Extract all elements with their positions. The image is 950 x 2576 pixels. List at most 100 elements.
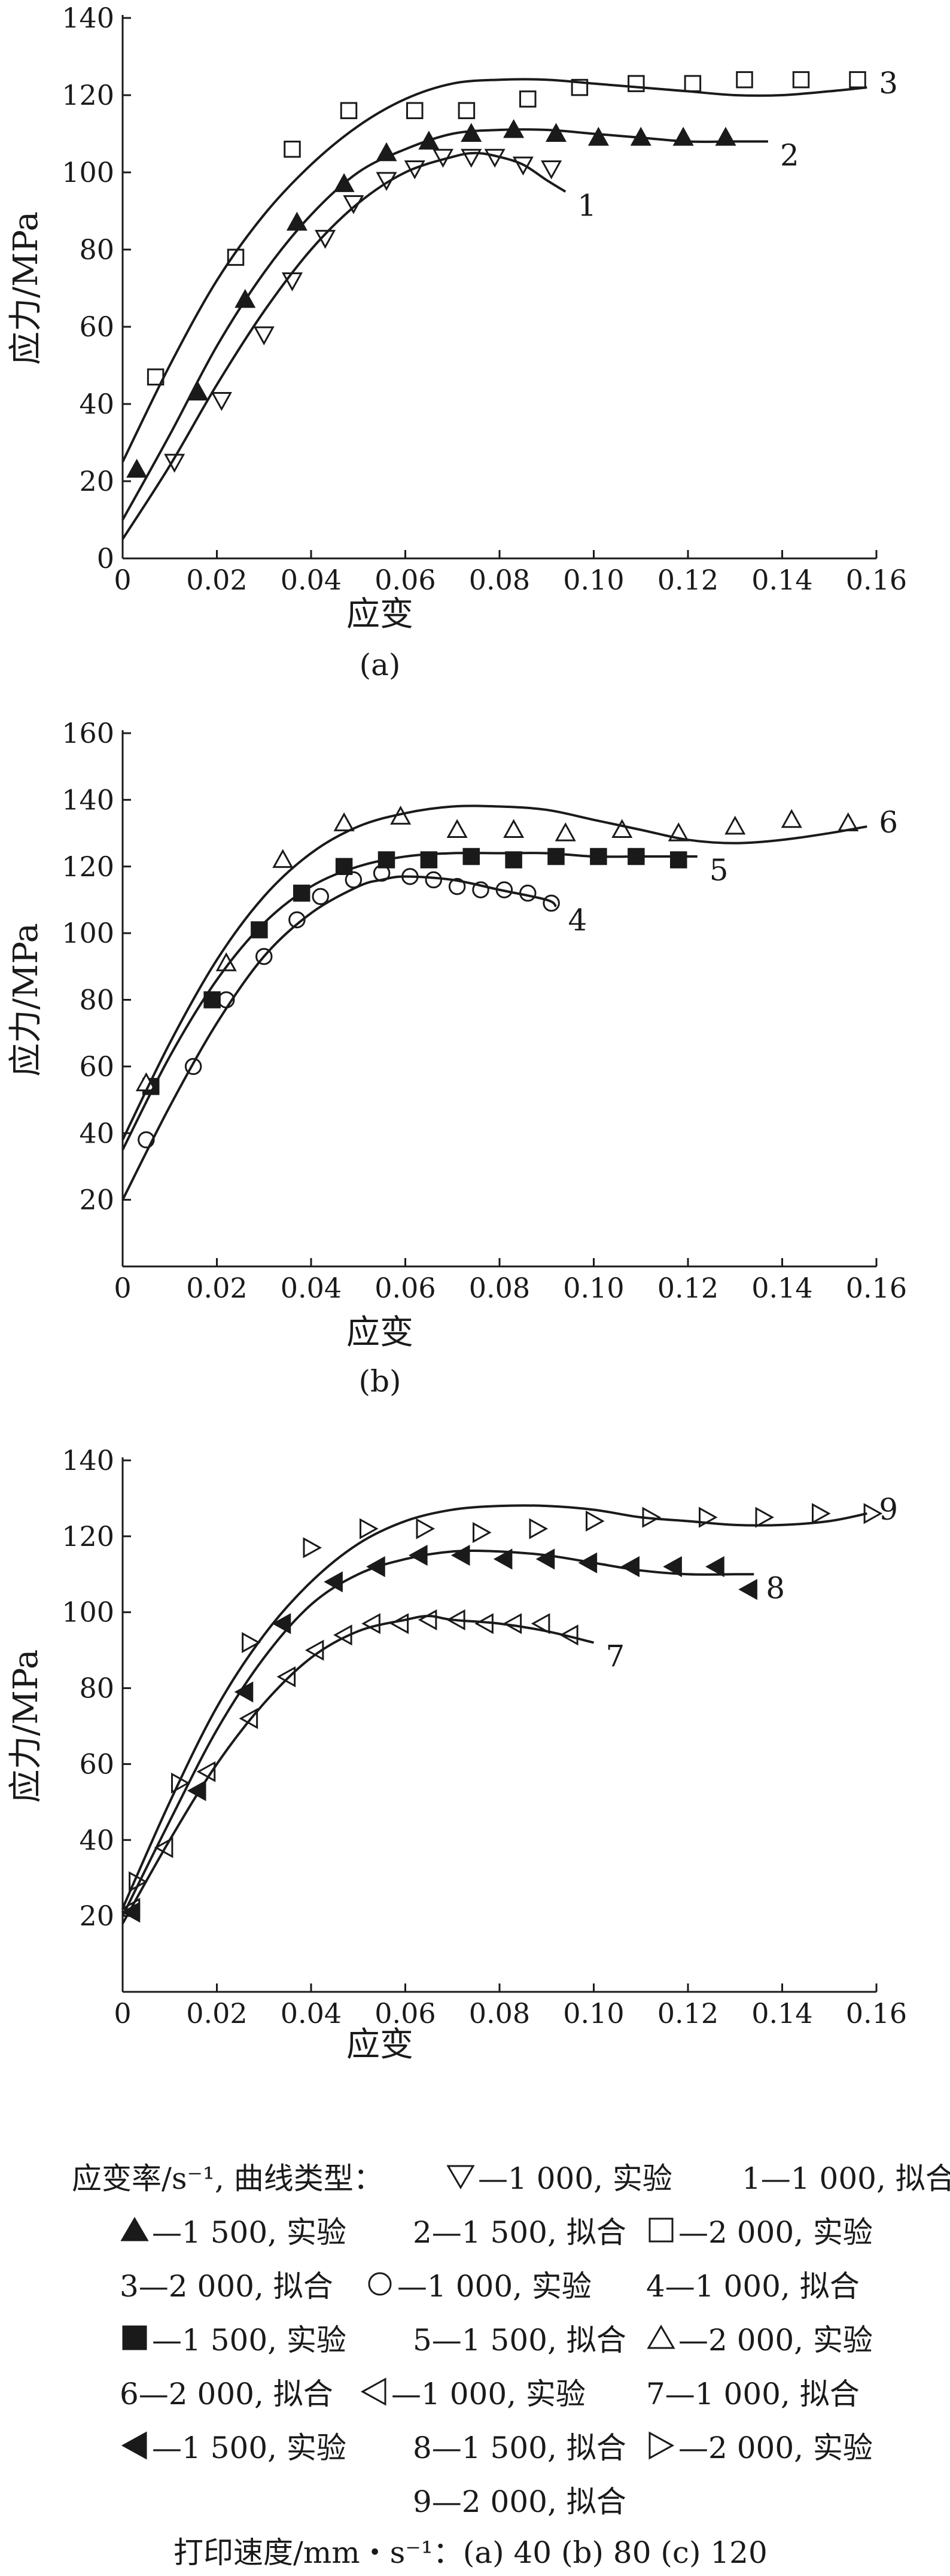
data-point	[389, 1613, 409, 1635]
data-point	[545, 123, 567, 142]
curve-label: 3	[879, 66, 898, 101]
y-tick-label: 0	[97, 542, 114, 575]
chart-panel: 0 0.02 0.04 0.06 0.08 0.10 0.12 0.14 0.16 0 20 40 60…	[7, 2, 907, 682]
legend-entry-label: —1 500, 实验	[152, 2323, 346, 2358]
data-point	[736, 71, 753, 89]
circle-open-icon	[368, 2272, 392, 2296]
legend-entry-label: 4—1 000, 拟合	[646, 2269, 860, 2304]
y-tick-label: 120	[62, 850, 114, 883]
x-tick-label: 0.10	[563, 1272, 624, 1304]
data-point	[340, 102, 358, 120]
legend-entry: —1 000, 实验	[446, 2155, 672, 2198]
y-axis-label: 应力/MPa	[7, 1650, 45, 1803]
panel-label: (a)	[360, 648, 401, 682]
x-tick-label: 0.04	[281, 1997, 342, 2030]
legend-entry: 3—2 000, 拟合	[120, 2262, 333, 2305]
data-point	[425, 871, 442, 889]
x-tick-label: 0	[114, 564, 131, 596]
x-tick-label: 0.06	[374, 1997, 436, 2030]
x-tick-label: 0.10	[563, 564, 624, 596]
square-filled-icon	[122, 2325, 147, 2350]
legend-entry-label: —1 000, 实验	[391, 2377, 586, 2411]
legend-entry-label: —1 000, 实验	[478, 2161, 672, 2196]
data-point	[547, 847, 565, 865]
legend-entry-label: 7—1 000, 拟合	[646, 2377, 860, 2411]
data-point	[519, 885, 537, 902]
y-tick-label: 100	[62, 1596, 114, 1629]
data-point	[628, 75, 645, 92]
data-point	[416, 1518, 436, 1539]
legend-entry: 8—1 500, 拟合	[413, 2424, 626, 2467]
data-point	[239, 1708, 258, 1729]
x-tick-label: 0.10	[563, 1997, 624, 2030]
fit-curve	[121, 852, 698, 1150]
data-point	[670, 851, 687, 868]
data-point	[343, 195, 364, 214]
data-point	[196, 1761, 216, 1782]
data-point	[473, 1521, 492, 1544]
legend-entry-label: —1 000, 实验	[397, 2269, 592, 2304]
data-point	[755, 1506, 775, 1528]
data-point	[126, 458, 148, 478]
y-tick-label: 20	[79, 1184, 114, 1216]
y-tick-label: 60	[79, 1748, 114, 1780]
legend-entry-label: 6—2 000, 拟合	[120, 2377, 333, 2411]
data-point	[333, 812, 355, 831]
data-point	[164, 454, 185, 473]
data-point	[406, 102, 424, 120]
fit-curve	[121, 1550, 754, 1917]
data-point	[555, 822, 576, 842]
data-point	[587, 126, 609, 146]
fit-curve	[121, 128, 768, 521]
data-point	[462, 847, 480, 865]
data-point	[849, 71, 866, 89]
data-point	[792, 71, 810, 89]
curve-label: 9	[879, 1492, 898, 1527]
data-point	[724, 815, 746, 835]
data-point	[303, 1537, 322, 1559]
curve-label: 8	[766, 1570, 785, 1605]
data-point	[543, 894, 560, 912]
data-point	[503, 819, 525, 838]
x-tick-label: 0.02	[186, 564, 247, 596]
legend-entry: 9—2 000, 拟合	[413, 2478, 626, 2521]
data-point	[276, 1666, 296, 1688]
data-point	[288, 911, 306, 929]
y-tick-label: 80	[79, 984, 114, 1016]
data-point	[684, 75, 702, 92]
legend-entry: —2 000, 实验	[646, 2316, 873, 2359]
data-point	[705, 1556, 724, 1578]
scatter-series	[164, 148, 562, 473]
x-tick-label: 0	[114, 1997, 131, 2030]
y-tick-label: 120	[62, 1520, 114, 1553]
legend-entry-label: —2 000, 实验	[678, 2323, 873, 2358]
curve-label: 2	[780, 138, 799, 172]
data-point	[448, 877, 466, 895]
x-tick-label: 0.04	[281, 564, 342, 596]
y-axis-label: 应力/MPa	[7, 923, 45, 1077]
y-tick-label: 60	[79, 311, 114, 343]
triangle-left-filled-icon	[121, 2431, 147, 2460]
triangle-up-open-icon	[647, 2325, 675, 2349]
x-tick-label: 0	[114, 1272, 131, 1304]
scatter-series	[138, 864, 560, 1149]
legend-entry: 4—1 000, 拟合	[646, 2262, 860, 2305]
legend-heading: 应变率/s⁻¹, 曲线类型：	[72, 2161, 383, 2196]
x-tick-label: 0.14	[751, 1272, 812, 1304]
y-tick-label: 100	[62, 156, 114, 189]
y-tick-label: 140	[62, 783, 114, 816]
curve-label: 1	[577, 188, 596, 223]
fit-curve	[121, 78, 867, 463]
x-tick-label: 0.16	[846, 1997, 907, 2030]
y-tick-label: 60	[79, 1050, 114, 1083]
y-tick-label: 100	[62, 917, 114, 949]
scatter-series	[147, 71, 866, 386]
chart-panel: 0 0.02 0.04 0.06 0.08 0.10 0.12 0.14 0.16 20 40 60 8…	[7, 1444, 907, 2064]
triangle-right-open-icon	[648, 2431, 675, 2460]
curve-label: 6	[879, 805, 898, 840]
y-tick-label: 80	[79, 1672, 114, 1705]
data-point	[812, 1503, 831, 1524]
square-open-icon	[648, 2217, 674, 2243]
legend-entry: 1—1 000, 拟合	[742, 2155, 950, 2198]
data-point	[663, 1556, 682, 1578]
